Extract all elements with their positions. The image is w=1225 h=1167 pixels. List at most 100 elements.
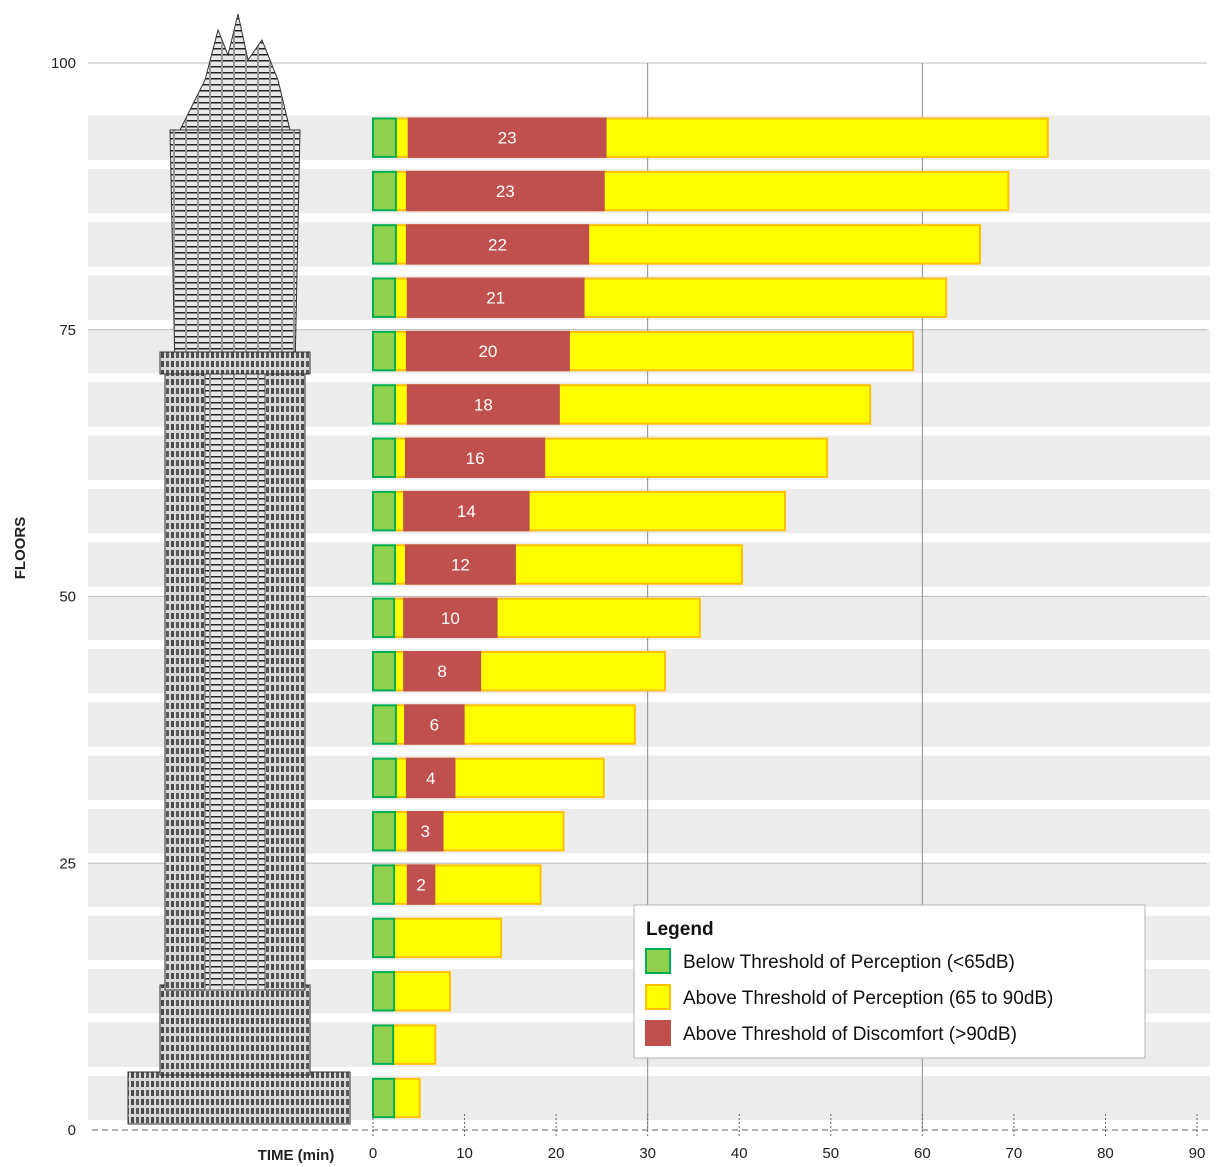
bar-segment-above-discomfort	[405, 330, 570, 372]
bar: 10	[372, 597, 701, 639]
bar: 3	[372, 811, 565, 852]
bar-segment-above-discomfort	[404, 544, 516, 585]
bar-segment-above-discomfort	[406, 864, 436, 905]
bar-segment-below-perception	[372, 544, 396, 585]
bar: 14	[372, 490, 786, 532]
bar-value-label: 3	[420, 822, 429, 841]
bar-value-label: 2	[416, 876, 425, 895]
y-tick-label: 50	[59, 589, 76, 606]
bar-segment-above-discomfort	[406, 277, 585, 318]
bar-segment-above-discomfort	[403, 490, 530, 532]
legend-label-above-perception: Above Threshold of Perception (65 to 90d…	[683, 988, 1053, 1009]
bar: 16	[372, 437, 829, 478]
bar-value-label: 4	[426, 769, 435, 788]
bar-segment-below-perception	[372, 597, 396, 639]
bar-segment-below-perception	[372, 1024, 395, 1065]
bar: 21	[372, 277, 948, 318]
bar-segment-above-discomfort	[403, 597, 498, 639]
bar-segment-above-discomfort	[403, 650, 482, 692]
bar: 12	[372, 544, 743, 585]
y-tick-label: 25	[59, 855, 76, 872]
bar: 18	[372, 384, 872, 425]
bar-value-label: 22	[488, 235, 507, 254]
bar-segment-above-perception	[393, 1077, 421, 1119]
building-upper-section	[169, 129, 301, 371]
bar-value-label: 21	[486, 289, 505, 308]
bar-value-label: 18	[474, 395, 493, 414]
x-tick-label: 20	[548, 1145, 565, 1162]
bar: 22	[372, 224, 982, 265]
bar-segment-below-perception	[372, 117, 397, 158]
building-setback-band	[159, 351, 311, 375]
y-tick-label: 0	[68, 1122, 76, 1139]
bar-segment-above-discomfort	[405, 170, 605, 212]
bar-segment-above-perception	[392, 1024, 437, 1065]
bar-value-label: 12	[451, 555, 470, 574]
bar	[372, 917, 503, 959]
bar	[372, 971, 451, 1012]
bar-value-label: 10	[441, 609, 460, 628]
legend-box	[633, 904, 1146, 1059]
y-axis-title: FLOORS	[12, 517, 29, 580]
x-tick-label: 50	[822, 1145, 839, 1162]
bar: 20	[372, 330, 915, 372]
building-podium	[159, 984, 311, 1076]
bar-value-label: 20	[478, 342, 497, 361]
bar-segment-below-perception	[372, 811, 396, 852]
bar	[372, 1077, 421, 1119]
x-tick-label: 30	[639, 1145, 656, 1162]
bar-segment-below-perception	[372, 330, 396, 372]
legend-title: Legend	[646, 919, 714, 940]
legend-label-above-discomfort: Above Threshold of Discomfort (>90dB)	[683, 1024, 1017, 1045]
x-tick-label: 80	[1097, 1145, 1114, 1162]
bar: 2	[372, 864, 542, 905]
x-tick-label: 0	[369, 1145, 377, 1162]
bar: 6	[372, 704, 636, 745]
bar: 23	[372, 117, 1049, 158]
bar-value-label: 8	[437, 662, 446, 681]
skyscraper-illustration	[127, 13, 351, 1125]
bar-value-label: 6	[430, 716, 439, 735]
bar-value-label: 23	[496, 182, 515, 201]
bar: 23	[372, 170, 1010, 212]
bar-segment-above-discomfort	[405, 224, 590, 265]
legend-swatch-below-perception	[645, 948, 671, 974]
bar-segment-above-discomfort	[407, 117, 607, 158]
bar-segment-below-perception	[372, 1077, 396, 1119]
bar	[372, 1024, 437, 1065]
x-axis-title: TIME (min)	[258, 1147, 335, 1164]
x-tick-label: 60	[914, 1145, 931, 1162]
x-tick-label: 10	[456, 1145, 473, 1162]
bar-segment-above-perception	[393, 917, 503, 959]
y-tick-label: 100	[51, 55, 76, 72]
legend-swatch-above-perception	[645, 984, 671, 1010]
bar-segment-below-perception	[372, 650, 396, 692]
bar-segment-below-perception	[372, 971, 396, 1012]
bar-segment-below-perception	[372, 384, 396, 425]
bar-segment-above-perception	[393, 971, 451, 1012]
bar: 4	[372, 757, 605, 799]
bar-segment-above-discomfort	[406, 811, 444, 852]
bar-segment-below-perception	[372, 490, 396, 532]
bar-value-label: 16	[466, 449, 485, 468]
bar-segment-below-perception	[372, 757, 397, 799]
bar-segment-above-discomfort	[404, 437, 546, 478]
bar-segment-above-discomfort	[406, 384, 560, 425]
building-crown	[179, 13, 291, 131]
bar-value-label: 14	[457, 502, 476, 521]
bar-segment-above-discomfort	[404, 704, 465, 745]
building-base	[127, 1071, 351, 1125]
legend: Legend Below Threshold of Perception (<6…	[633, 904, 1146, 1059]
bar-segment-below-perception	[372, 224, 397, 265]
axes: 0 25 50 75 100 0 10 20 30 40 50 60 70 80 90	[51, 55, 1210, 1162]
bar-segment-below-perception	[372, 864, 396, 905]
legend-swatch-above-discomfort	[645, 1020, 671, 1046]
bar-segment-below-perception	[372, 170, 397, 212]
y-tick-label: 75	[59, 322, 76, 339]
x-tick-label: 70	[1006, 1145, 1023, 1162]
bar: 8	[372, 650, 667, 692]
bar-segment-above-discomfort	[405, 757, 456, 799]
bar-segment-below-perception	[372, 277, 396, 318]
